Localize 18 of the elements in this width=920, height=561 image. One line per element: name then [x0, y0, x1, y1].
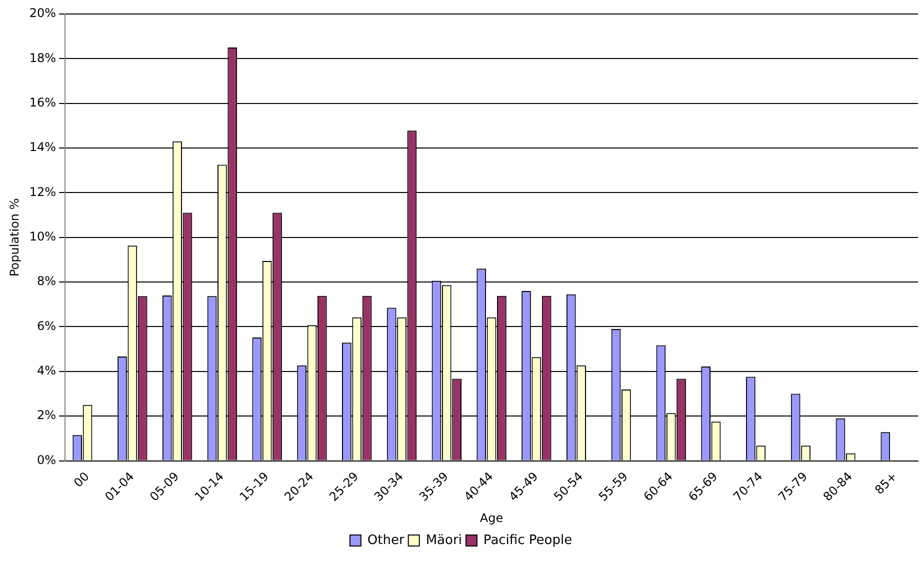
y-tick-label: 0% [37, 452, 56, 467]
y-tick-label: 6% [37, 318, 56, 333]
legend-label: Other [367, 532, 405, 548]
y-tick-label: 14% [29, 140, 56, 154]
x-axis-title: Age [480, 510, 504, 525]
y-tick-label: 20% [29, 6, 56, 20]
y-tick-label: 12% [29, 184, 56, 199]
y-tick-label: 2% [37, 408, 56, 422]
y-tick-label: 4% [37, 364, 56, 378]
legend-label: Pacific People [483, 532, 572, 548]
y-tick-label: 10% [29, 230, 56, 244]
legend-label: Mäori [426, 532, 462, 548]
y-tick-label: 18% [29, 50, 56, 65]
y-tick-label: 16% [29, 95, 56, 110]
x-tick-label: 00 [71, 469, 92, 490]
y-tick-label: 8% [37, 274, 56, 288]
x-tick-label: 85+ [872, 469, 900, 498]
y-axis-title: Population % [7, 198, 22, 277]
